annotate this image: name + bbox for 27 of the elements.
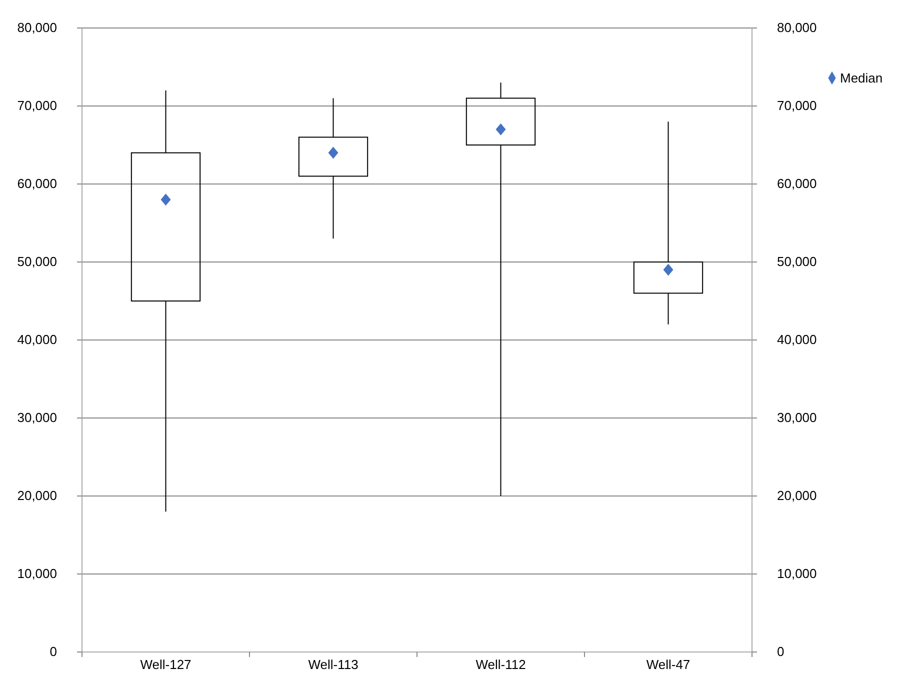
y2-tick-label: 0 [777, 644, 784, 660]
y-tick-label: 0 [50, 644, 57, 660]
x-tick-label: Well-127 [140, 657, 192, 672]
y-tick-label: 60,000 [17, 176, 57, 192]
x-tick-label: Well-47 [646, 657, 690, 672]
y-tick-label: 40,000 [17, 332, 57, 348]
point [496, 123, 506, 136]
y-tick-label: 20,000 [17, 488, 57, 504]
y2-tick-label: 80,000 [777, 20, 817, 36]
point [328, 146, 338, 159]
x-tick-label: Well-112 [476, 657, 526, 672]
y2-tick-label: 20,000 [777, 488, 817, 504]
y-tick-label: 50,000 [17, 254, 57, 270]
y2-tick-label: 40,000 [777, 332, 817, 348]
legend-label: Median [840, 70, 883, 86]
y2-tick-label: 30,000 [777, 410, 817, 426]
point [160, 194, 171, 206]
y2-tick-label: 70,000 [777, 98, 817, 114]
y-tick-label: 30,000 [17, 410, 57, 426]
x-tick-label: Well-113 [308, 657, 358, 672]
y-tick-label: 80,000 [17, 20, 57, 36]
y-tick-label: 70,000 [17, 98, 57, 114]
y2-tick-label: 60,000 [777, 176, 817, 192]
point [663, 264, 674, 276]
y2-tick-label: 50,000 [777, 254, 817, 270]
y-tick-label: 10,000 [17, 566, 57, 582]
y2-tick-label: 10,000 [777, 566, 817, 582]
